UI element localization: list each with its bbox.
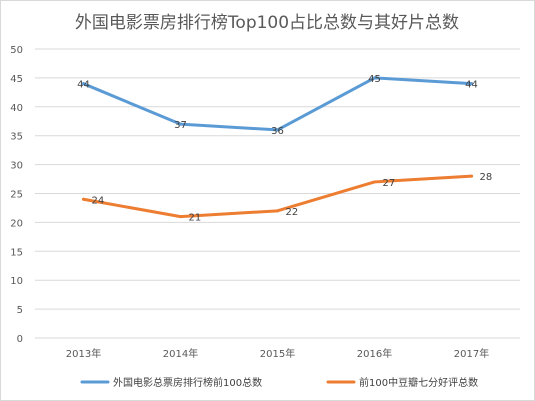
- y-tick-label: 20: [10, 218, 23, 229]
- data-label: 44: [77, 80, 90, 91]
- data-point: [373, 180, 376, 184]
- data-point: [276, 209, 279, 213]
- data-point: [179, 215, 182, 219]
- x-tick-label: 2015年: [260, 347, 295, 360]
- data-point: [82, 197, 85, 201]
- x-tick-label: 2013年: [66, 347, 101, 360]
- y-tick-label: 10: [10, 276, 23, 287]
- data-point: [470, 174, 473, 178]
- data-point: [276, 128, 279, 132]
- y-tick-label: 25: [10, 190, 23, 201]
- data-label: 44: [465, 80, 478, 91]
- data-point: [179, 122, 182, 126]
- data-point: [470, 82, 473, 86]
- x-tick-label: 2017年: [454, 347, 489, 360]
- y-tick-label: 40: [10, 103, 23, 114]
- data-label: 22: [286, 207, 299, 218]
- y-tick-label: 50: [10, 45, 23, 56]
- data-label: 21: [189, 213, 202, 224]
- data-label: 45: [368, 74, 381, 85]
- y-tick-label: 45: [10, 74, 23, 85]
- x-tick-label: 2014年: [163, 347, 198, 360]
- data-label: 27: [383, 178, 396, 189]
- series-line-0: [82, 76, 473, 132]
- data-point: [82, 82, 85, 86]
- data-label: 28: [480, 172, 493, 183]
- data-label: 37: [174, 120, 187, 131]
- y-tick-label: 0: [17, 334, 23, 345]
- y-tick-label: 5: [17, 305, 23, 316]
- chart-title: 外国电影票房排行榜Top100占比总数与其好片总数: [75, 13, 459, 33]
- x-tick-label: 2016年: [357, 347, 392, 360]
- legend-label-0: 外国电影总票房排行榜前100总数: [113, 376, 262, 389]
- data-point: [373, 76, 376, 80]
- data-label: 36: [271, 126, 284, 137]
- data-label: 24: [92, 195, 105, 206]
- y-tick-label: 35: [10, 132, 23, 143]
- y-tick-label: 30: [10, 161, 23, 172]
- legend-label-1: 前100中豆瓣七分好评总数: [359, 376, 478, 389]
- y-tick-label: 15: [10, 247, 23, 258]
